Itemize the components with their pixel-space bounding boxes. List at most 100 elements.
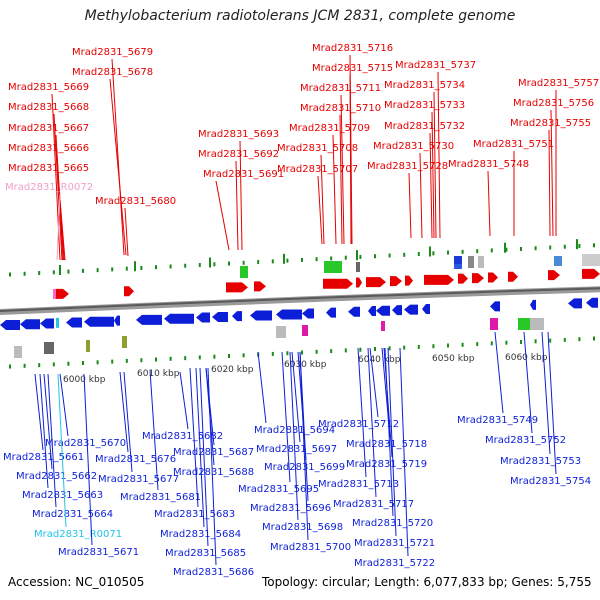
gene-label: Mrad2831_5698 [262, 522, 343, 533]
gene-label: Mrad2831_5692 [198, 149, 279, 160]
forward-gene-arrow [472, 273, 484, 284]
label-leader-line [57, 373, 67, 528]
gene-label: Mrad2831_5756 [513, 98, 594, 109]
forward-gene-arrow [356, 277, 362, 288]
forward-gene-arrow [124, 286, 134, 297]
tick-marks [9, 239, 595, 369]
gene-label: Mrad2831_5733 [384, 100, 465, 111]
gene-label: Mrad2831_5757 [518, 78, 599, 89]
reverse-gene-arrow [40, 318, 54, 329]
forward-gene-arrow [488, 272, 498, 283]
misc-feature-box [530, 318, 544, 330]
gene-label: Mrad2831_5681 [120, 492, 201, 503]
label-leader-line [111, 58, 125, 256]
reverse-gene-arrow [66, 317, 82, 328]
label-leader-line [199, 367, 209, 547]
gene-label: Mrad2831_5679 [72, 47, 153, 58]
rna-forward-marker [53, 288, 56, 299]
label-leader-line [369, 347, 379, 418]
gene-label: Mrad2831_5707 [277, 164, 358, 175]
label-leader-line [437, 71, 441, 239]
misc-feature-box [381, 321, 385, 331]
reverse-gene-arrow [568, 298, 582, 309]
misc-feature-box [554, 256, 562, 266]
gene-label: Mrad2831_5685 [165, 548, 246, 559]
gene-label: Mrad2831_5663 [22, 490, 103, 501]
misc-feature-box [324, 261, 342, 273]
label-leader-line [39, 373, 49, 489]
label-leader-line [349, 74, 352, 245]
label-leader-line [179, 371, 189, 430]
label-leader-line [332, 134, 337, 245]
label-leader-line [47, 373, 57, 508]
misc-feature-box [468, 256, 474, 268]
label-leader-line [487, 170, 491, 237]
label-leader-line [109, 78, 127, 256]
gene-label: Mrad2831_5715 [312, 63, 393, 74]
gene-label: Mrad2831_5667 [8, 123, 89, 134]
misc-feature-box [478, 256, 484, 268]
reverse-gene-arrow [586, 297, 598, 308]
misc-feature-box [302, 325, 308, 336]
label-leader-line [56, 193, 61, 261]
reverse-gene-arrow [422, 303, 430, 314]
gene-label: Mrad2831_R0071 [34, 529, 122, 540]
gene-label: Mrad2831_5676 [95, 454, 176, 465]
gene-label: Mrad2831_5749 [457, 415, 538, 426]
reverse-gene-arrow [114, 315, 120, 326]
gene-label: Mrad2831_5686 [173, 567, 254, 578]
label-leader-line [494, 331, 504, 414]
misc-feature-box [122, 336, 127, 348]
label-leader-line [34, 373, 44, 451]
genome-backbone [0, 286, 600, 315]
gene-label: Mrad2831_5697 [256, 444, 337, 455]
label-leader-line [215, 180, 230, 251]
label-leader-line [195, 367, 205, 528]
ruler-label: 6010 kbp [137, 369, 180, 379]
reverse-gene-arrow [0, 320, 20, 330]
misc-feature-box [240, 266, 248, 278]
misc-feature-box [276, 326, 286, 338]
label-leader-line [53, 113, 63, 261]
gene-label: Mrad2831_5754 [510, 476, 591, 487]
forward-gene-arrow [55, 288, 69, 299]
misc-feature-box [86, 340, 90, 352]
reverse-gene-arrow [348, 306, 360, 317]
label-leader-line [123, 371, 133, 473]
label-leader-line [149, 369, 159, 491]
reverse-gene-arrow [302, 308, 314, 319]
forward-gene-arrow [226, 282, 248, 293]
forward-gene-arrow [405, 275, 413, 286]
label-leader-line [207, 367, 217, 566]
misc-feature-box [582, 254, 600, 266]
misc-feature-box [490, 318, 498, 330]
forward-gene-arrow [508, 271, 518, 282]
label-leader-line [419, 152, 423, 239]
forward-gene-arrow [458, 273, 468, 284]
gene-label: Mrad2831_5662 [16, 471, 97, 482]
label-leader-line [541, 331, 551, 455]
ruler-label: 6050 kbp [432, 354, 475, 364]
misc-feature-box [518, 318, 530, 330]
label-leader-line [547, 331, 557, 475]
gene-label: Mrad2831_5693 [198, 129, 279, 140]
gene-label: Mrad2831_5695 [238, 484, 319, 495]
label-leader-line [429, 132, 433, 239]
label-leader-line [83, 373, 93, 546]
label-leader-line [119, 371, 129, 453]
reverse-gene-arrow [392, 305, 402, 316]
label-leader-line [399, 347, 409, 557]
gene-label: Mrad2831_5677 [98, 474, 179, 485]
gene-label: Mrad2831_5687 [173, 447, 254, 458]
gene-label: Mrad2831_5669 [8, 82, 89, 93]
genome-summary-text: Topology: circular; Length: 6,077,833 bp… [262, 575, 592, 589]
gene-label: Mrad2831_5722 [354, 558, 435, 569]
gene-label: Mrad2831_5718 [346, 439, 427, 450]
forward-gene-arrow [390, 276, 402, 287]
ruler-label: 6040 kbp [358, 355, 401, 365]
map-title: Methylobacterium radiotolerans JCM 2831,… [84, 8, 516, 24]
gene-label: Mrad2831_5700 [270, 542, 351, 553]
reverse-gene-arrow [276, 309, 302, 320]
forward-gene-arrow [323, 278, 353, 289]
gene-label: Mrad2831_5710 [300, 103, 381, 114]
